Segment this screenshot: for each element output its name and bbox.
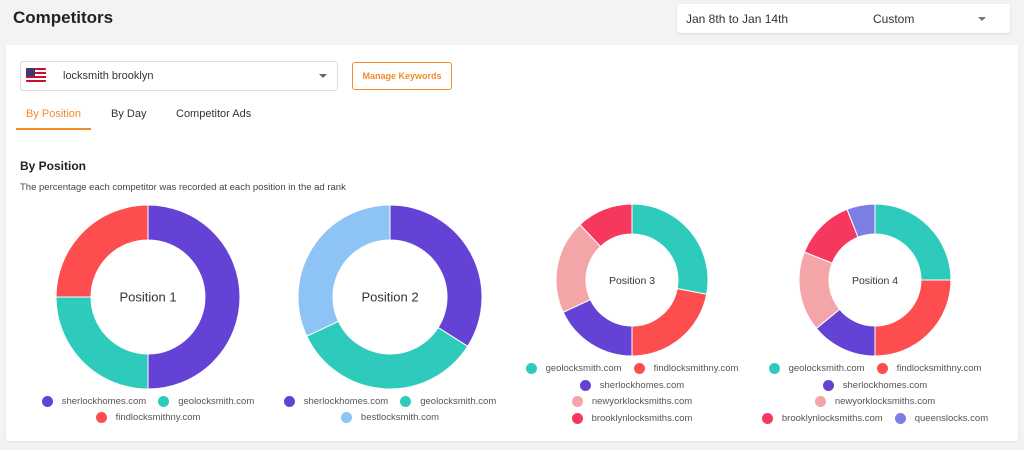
legend-swatch: [158, 396, 170, 407]
legend-label: sherlockhomes.com: [842, 379, 928, 391]
donut-slice[interactable]: [389, 204, 483, 347]
legend-row: brooklynlocksmiths.com queenslocks.com: [761, 412, 989, 424]
legend-row: sherlockhomes.com geolocksmith.com: [283, 396, 496, 407]
legend-row: geolocksmith.com findlocksmithny.com: [768, 363, 982, 374]
legend-swatch: [761, 412, 773, 424]
date-mode-text: Custom: [873, 12, 915, 26]
section-title: By Position: [20, 159, 87, 173]
legend-row: brooklynlocksmiths.com: [571, 412, 693, 424]
legend-swatch: [571, 412, 583, 424]
donut-center-label: Position 3: [609, 275, 655, 287]
donut-slice[interactable]: [874, 203, 952, 281]
tab-by-position[interactable]: By Position: [16, 108, 92, 130]
legend-item[interactable]: sherlockhomes.com: [41, 396, 147, 407]
legend-label: brooklynlocksmiths.com: [781, 412, 883, 424]
donut-center-label: Position 2: [361, 290, 418, 305]
legend-label: sherlockhomes.com: [61, 396, 147, 407]
legend-label: sherlockhomes.com: [303, 396, 389, 407]
donut-slice[interactable]: [306, 320, 469, 390]
legend-label: findlocksmithny.com: [115, 412, 201, 423]
legend-swatch: [283, 396, 295, 407]
legend-label: brooklynlocksmiths.com: [591, 412, 693, 424]
legend-swatch: [814, 396, 826, 407]
legend-row: newyorklocksmiths.com: [571, 396, 693, 407]
legend-label: newyorklocksmiths.com: [834, 396, 936, 407]
donut-slice[interactable]: [631, 288, 708, 357]
legend-swatch: [768, 363, 780, 374]
us-flag-icon: [26, 68, 46, 82]
legend-swatch: [633, 363, 645, 374]
donut-slice[interactable]: [55, 296, 149, 390]
donut-slice[interactable]: [579, 203, 633, 248]
legend-label: findlocksmithny.com: [896, 363, 982, 374]
legend-item[interactable]: newyorklocksmiths.com: [571, 396, 693, 407]
legend-label: findlocksmithny.com: [653, 363, 739, 374]
legend-item[interactable]: geolocksmith.com: [400, 396, 496, 407]
legend-swatch: [525, 363, 537, 374]
legend-item[interactable]: geolocksmith.com: [158, 396, 254, 407]
legend-swatch: [41, 396, 53, 407]
legend-row: findlocksmithny.com: [95, 412, 201, 423]
legend-item[interactable]: newyorklocksmiths.com: [814, 396, 936, 407]
donut-slice[interactable]: [874, 279, 952, 357]
legend-item[interactable]: sherlockhomes.com: [283, 396, 389, 407]
legend-row: sherlockhomes.com: [822, 379, 928, 391]
legend-item[interactable]: sherlockhomes.com: [579, 379, 685, 391]
donut-slice[interactable]: [55, 204, 149, 298]
legend-swatch: [95, 412, 107, 423]
legend-label: geolocksmith.com: [420, 396, 497, 407]
legend-swatch: [894, 412, 906, 424]
legend-label: geolocksmith.com: [178, 396, 255, 407]
legend-item[interactable]: brooklynlocksmiths.com: [571, 412, 693, 424]
legend-swatch: [822, 379, 834, 391]
competitors-card: locksmith brooklyn Manage Keywords By Po…: [6, 45, 1018, 441]
legend-item[interactable]: bestlocksmith.com: [340, 412, 440, 423]
tab-competitor-ads[interactable]: Competitor Ads: [176, 108, 252, 120]
legend-label: newyorklocksmiths.com: [591, 396, 693, 407]
donut-slice[interactable]: [297, 204, 391, 337]
donut-slice[interactable]: [846, 203, 876, 238]
date-range-picker[interactable]: Jan 8th to Jan 14th Custom: [677, 4, 1010, 33]
legend-swatch: [340, 412, 352, 423]
legend-item[interactable]: findlocksmithny.com: [876, 363, 982, 374]
legend-item[interactable]: findlocksmithny.com: [95, 412, 201, 423]
legend-swatch: [571, 396, 583, 407]
donut-center-label: Position 4: [852, 275, 898, 287]
legend-label: bestlocksmith.com: [360, 412, 440, 423]
position-charts: Position 1 Position 2 Position 3 Position 4: [55, 203, 952, 390]
legend-item[interactable]: geolocksmith.com: [525, 363, 622, 374]
legend-item[interactable]: brooklynlocksmiths.com: [761, 412, 883, 424]
legend-row: sherlockhomes.com: [579, 379, 685, 391]
donut-center-label: Position 1: [119, 290, 176, 305]
tab-by-day[interactable]: By Day: [111, 108, 147, 120]
legend-label: sherlockhomes.com: [599, 379, 685, 391]
date-range-text: Jan 8th to Jan 14th: [686, 12, 789, 26]
legend-label: geolocksmith.com: [788, 363, 865, 374]
keyword-text: locksmith brooklyn: [63, 70, 154, 82]
page-title: Competitors: [13, 8, 114, 27]
legend-label: geolocksmith.com: [545, 363, 622, 374]
legend-swatch: [400, 396, 412, 407]
keyword-select[interactable]: locksmith brooklyn: [20, 61, 338, 91]
legend-swatch: [876, 363, 888, 374]
section-description: The percentage each competitor was recor…: [20, 182, 346, 193]
legend-row: newyorklocksmiths.com: [814, 396, 936, 407]
chevron-down-icon: [319, 74, 327, 78]
legend-row: bestlocksmith.com: [340, 412, 440, 423]
manage-keywords-button[interactable]: Manage Keywords: [352, 62, 452, 90]
legend-label: queenslocks.com: [914, 412, 989, 424]
legend-swatch: [579, 379, 591, 391]
chevron-down-icon: [978, 17, 986, 21]
legend-row: sherlockhomes.com geolocksmith.com: [41, 396, 254, 407]
legend-item[interactable]: queenslocks.com: [894, 412, 989, 424]
legend-item[interactable]: sherlockhomes.com: [822, 379, 928, 391]
legend-row: geolocksmith.com findlocksmithny.com: [525, 363, 739, 374]
donut-slice[interactable]: [147, 204, 241, 390]
legend-item[interactable]: geolocksmith.com: [768, 363, 865, 374]
legend-item[interactable]: findlocksmithny.com: [633, 363, 739, 374]
